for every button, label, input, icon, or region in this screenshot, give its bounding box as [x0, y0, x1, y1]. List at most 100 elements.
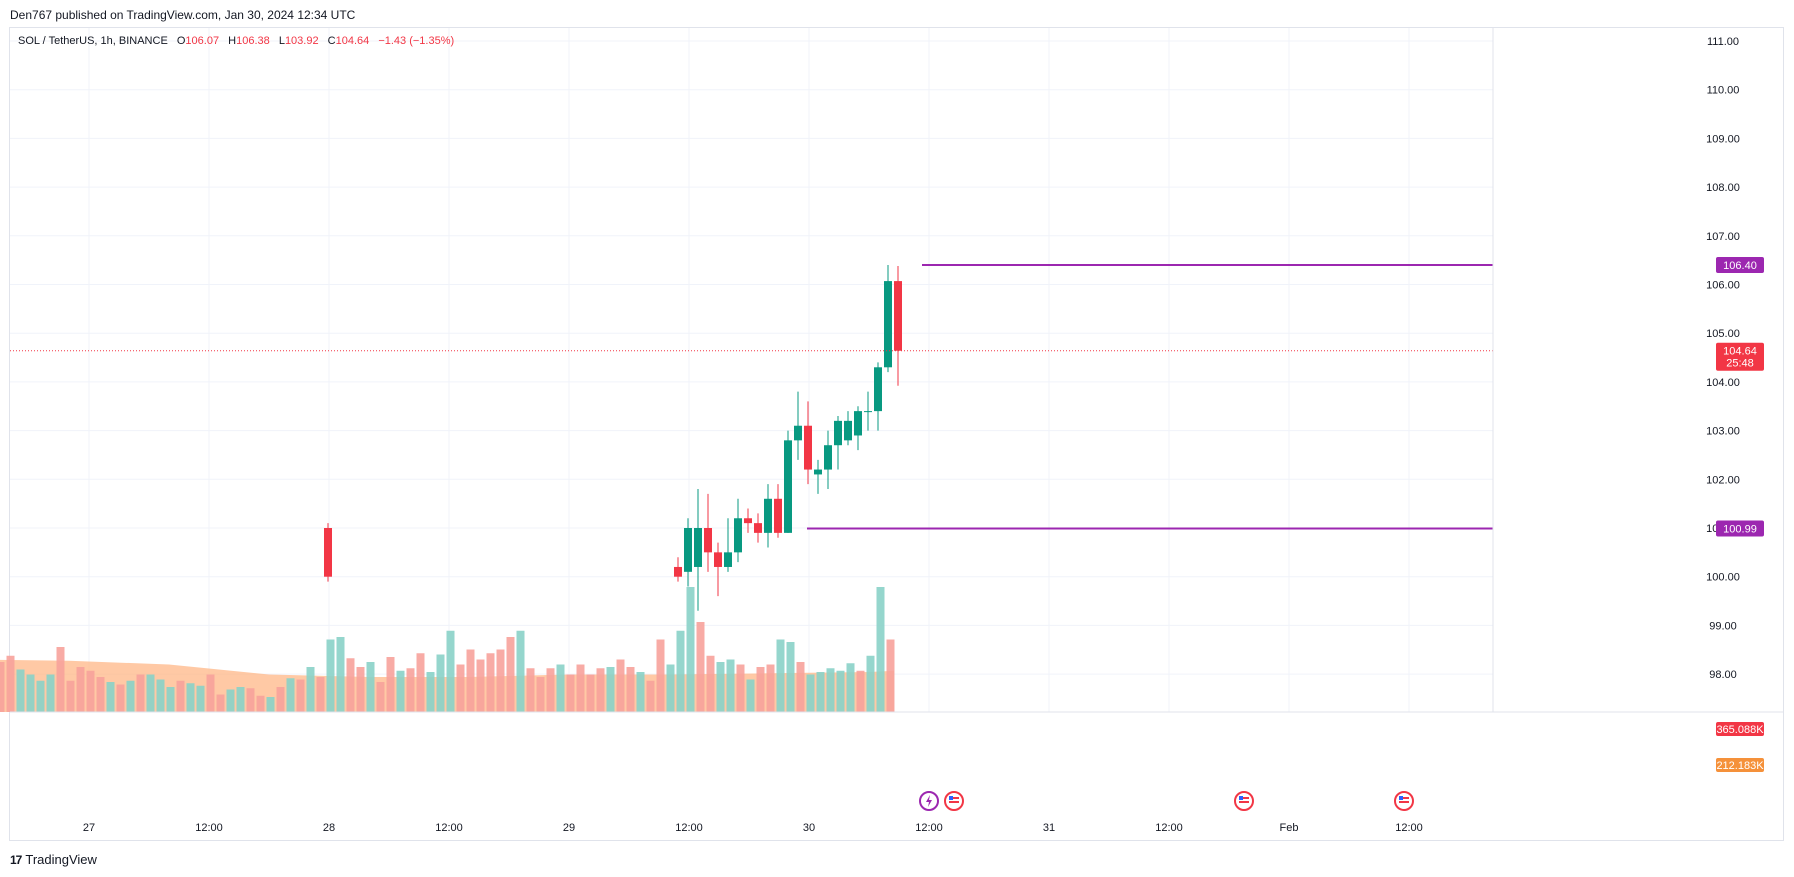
candle-body [754, 523, 762, 533]
level-price-tag: 100.99 [1723, 523, 1757, 535]
candle-body [834, 420, 842, 446]
volume-bar [196, 685, 205, 712]
y-tick-label: 98.00 [1709, 669, 1737, 681]
volume-bar [316, 677, 325, 712]
volume-bar [756, 667, 765, 712]
flag-stripe [949, 801, 959, 803]
volume-bar [6, 655, 15, 712]
volume-bar [256, 695, 265, 712]
flag-stripe [1399, 801, 1409, 803]
level-price-tag: 106.40 [1723, 260, 1757, 272]
volume-bar [246, 688, 255, 712]
candle-body [764, 498, 772, 533]
volume-bar [396, 670, 405, 712]
x-tick-label: 12:00 [1395, 822, 1423, 834]
y-tick-label: 104.00 [1706, 377, 1740, 389]
volume-bar [716, 662, 725, 712]
flag-canton [949, 796, 953, 800]
volume-bar [626, 667, 635, 712]
y-tick-label: 105.00 [1706, 328, 1740, 340]
volume-bar [96, 677, 105, 712]
volume-bar [486, 653, 495, 712]
volume-bar [726, 659, 735, 712]
volume-bar [346, 658, 355, 712]
candle-body [894, 281, 902, 351]
y-tick-label: 102.00 [1706, 474, 1740, 486]
volume-tag-bg [1716, 722, 1764, 736]
candle-body [844, 420, 852, 441]
volume-bar [686, 587, 695, 712]
volume-bar [176, 680, 185, 712]
volume-bar [816, 672, 825, 712]
candle-body [884, 281, 892, 368]
volume-bar [306, 667, 315, 712]
y-tick-label: 106.00 [1706, 280, 1740, 292]
volume-bar [446, 630, 455, 712]
last-price-tag: 104.64 [1723, 346, 1757, 358]
volume-bar [566, 674, 575, 712]
volume-bar [206, 674, 215, 712]
volume-bar [856, 670, 865, 712]
flag-stripe [1239, 797, 1249, 799]
chart-frame[interactable] [9, 27, 1784, 841]
candle-body [854, 411, 862, 436]
volume-bar [326, 639, 335, 712]
volume-bar [576, 664, 585, 712]
volume-bar [126, 680, 135, 712]
volume-bar [696, 622, 705, 712]
volume-bar [746, 679, 755, 712]
volume-bar [366, 662, 375, 712]
volume-bar [876, 587, 885, 712]
volume-bar [426, 672, 435, 712]
flag-canton [1399, 796, 1403, 800]
volume-bar [296, 679, 305, 712]
volume-bar [456, 664, 465, 712]
flag-stripe [1399, 797, 1409, 799]
last-price-tag-countdown: 25:48 [1726, 358, 1754, 370]
low-label: L [278, 35, 285, 47]
x-tick-label: 27 [83, 822, 95, 834]
volume-bar [766, 664, 775, 712]
volume-ma-tag-bg [1716, 758, 1764, 772]
tradingview-footer[interactable]: 17 TradingView [10, 852, 97, 867]
volume-bar [846, 663, 855, 712]
volume-bar [336, 637, 345, 712]
tradingview-brand: TradingView [25, 852, 97, 867]
volume-bar [466, 649, 475, 712]
candle-body [794, 425, 802, 441]
x-tick-label: 12:00 [675, 822, 703, 834]
volume-bar [356, 667, 365, 712]
y-tick-label: 100.00 [1706, 572, 1740, 584]
volume-bar [476, 659, 485, 712]
volume-bar [886, 639, 895, 712]
volume-bar [616, 659, 625, 712]
volume-bar [186, 683, 195, 712]
candle-body [744, 518, 752, 524]
volume-bar [866, 655, 875, 712]
volume-bar [776, 639, 785, 712]
volume-ma-tag: 212.183K [1716, 760, 1764, 772]
volume-bar [266, 697, 275, 712]
flag-stripe [1239, 801, 1249, 803]
volume-bar [436, 654, 445, 712]
x-tick-label: 12:00 [1155, 822, 1183, 834]
candle-body [684, 528, 692, 572]
symbol-legend: SOL / TetherUS, 1h, BINANCE O106.07 H106… [18, 35, 454, 47]
close-label: C [327, 35, 336, 47]
y-tick-label: 110.00 [1707, 85, 1740, 97]
flag-canton [1239, 796, 1243, 800]
volume-bar [216, 694, 225, 712]
tradingview-logo-icon: 17 [10, 852, 22, 867]
volume-bar [516, 630, 525, 712]
close-value: 104.64 [335, 35, 370, 47]
x-tick-label: 12:00 [915, 822, 943, 834]
flag-stripe [949, 797, 959, 799]
volume-bar [276, 687, 285, 712]
x-tick-label: 31 [1043, 822, 1055, 834]
volume-bar [546, 668, 555, 712]
candle-body [774, 498, 782, 533]
y-tick-label: 99.00 [1709, 620, 1737, 632]
volume-bar [0, 662, 5, 712]
volume-bar [166, 687, 175, 712]
